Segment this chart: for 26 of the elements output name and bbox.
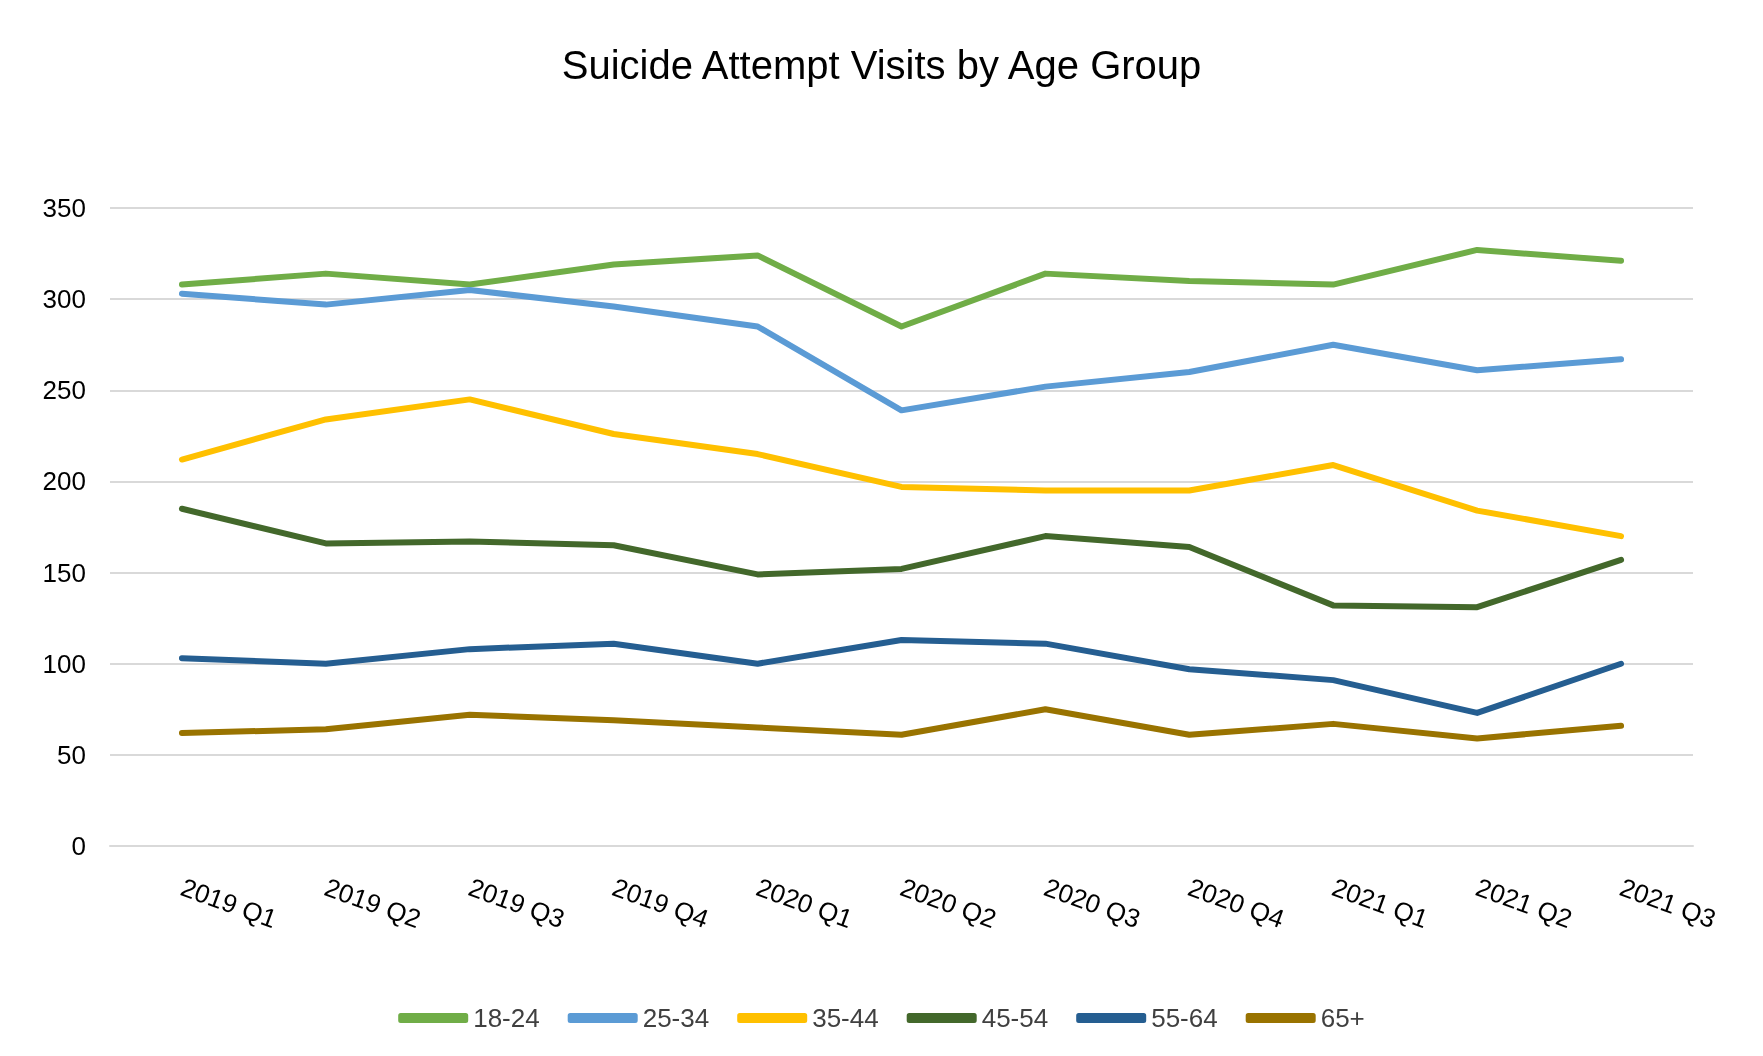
legend-label: 18-24 — [473, 1003, 540, 1033]
x-tick-label: 2019 Q4 — [608, 871, 713, 935]
y-tick-label: 50 — [57, 739, 86, 770]
x-tick-label: 2020 Q4 — [1184, 871, 1289, 935]
x-tick-label: 2020 Q2 — [896, 871, 1001, 935]
y-tick-label: 300 — [42, 284, 86, 315]
y-tick-label: 0 — [71, 831, 86, 861]
x-tick-label: 2019 Q1 — [176, 871, 281, 935]
x-tick-label: 2020 Q1 — [752, 871, 857, 935]
x-tick-label: 2020 Q3 — [1040, 871, 1145, 935]
y-tick-label: 150 — [42, 557, 86, 588]
legend-label: 45-54 — [981, 1003, 1049, 1033]
y-tick-label: 350 — [42, 193, 86, 223]
x-tick-label: 2021 Q2 — [1472, 871, 1576, 935]
y-tick-label: 100 — [42, 648, 86, 679]
y-tick-label: 250 — [42, 375, 86, 406]
chart-title: Suicide Attempt Visits by Age Group — [561, 43, 1202, 87]
x-tick-label: 2019 Q2 — [320, 871, 425, 935]
legend-label: 55-64 — [1151, 1003, 1218, 1033]
x-tick-label: 2019 Q3 — [464, 871, 569, 935]
x-tick-label: 2021 Q1 — [1328, 871, 1433, 935]
x-tick-label: 2021 Q3 — [1615, 871, 1720, 935]
y-tick-label: 200 — [42, 466, 86, 497]
legend-label: 35-44 — [812, 1003, 879, 1033]
legend-label: 25-34 — [642, 1003, 710, 1033]
legend-label: 65+ — [1320, 1003, 1365, 1033]
